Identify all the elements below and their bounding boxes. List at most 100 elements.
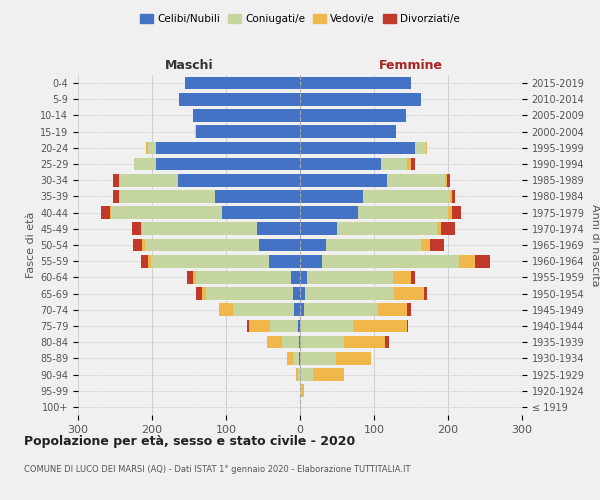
Bar	[424, 288, 427, 300]
Bar	[293, 288, 300, 300]
Bar	[305, 288, 394, 300]
Bar	[415, 142, 426, 154]
Bar	[411, 158, 415, 170]
Bar	[218, 304, 233, 316]
Bar	[269, 320, 298, 332]
Text: COMUNE DI LUCO DEI MARSI (AQ) - Dati ISTAT 1° gennaio 2020 - Elaborazione TUTTIT: COMUNE DI LUCO DEI MARSI (AQ) - Dati IST…	[24, 465, 410, 474]
Bar	[300, 174, 388, 186]
Bar	[193, 271, 196, 283]
Bar	[185, 77, 300, 90]
Bar	[300, 126, 396, 138]
Bar	[304, 304, 378, 316]
Bar	[110, 206, 112, 219]
Bar	[407, 320, 408, 332]
Bar	[300, 336, 344, 348]
Bar	[296, 368, 298, 381]
Bar	[301, 384, 304, 397]
Bar	[141, 222, 142, 235]
Bar	[421, 238, 430, 252]
Bar	[206, 288, 293, 300]
Bar	[101, 206, 110, 219]
Bar	[298, 320, 300, 332]
Bar	[358, 206, 448, 219]
Bar	[196, 126, 300, 138]
Bar	[300, 238, 326, 252]
Bar	[448, 206, 452, 219]
Bar	[445, 174, 446, 186]
Bar	[287, 352, 293, 364]
Bar	[307, 271, 392, 283]
Bar	[300, 320, 353, 332]
Bar	[452, 190, 455, 202]
Bar	[411, 271, 415, 283]
Bar	[450, 190, 452, 202]
Bar	[269, 255, 300, 268]
Bar	[313, 368, 344, 381]
Bar	[247, 320, 249, 332]
Bar	[300, 352, 335, 364]
Bar	[392, 271, 411, 283]
Bar	[407, 304, 411, 316]
Bar	[426, 142, 427, 154]
Bar	[249, 320, 269, 332]
Text: Maschi: Maschi	[164, 59, 214, 72]
Bar	[142, 222, 257, 235]
Bar	[178, 174, 300, 186]
Bar	[382, 158, 407, 170]
Bar	[282, 336, 299, 348]
Bar	[298, 368, 300, 381]
Bar	[193, 109, 300, 122]
Bar	[145, 238, 259, 252]
Text: Femmine: Femmine	[379, 59, 443, 72]
Bar	[446, 174, 450, 186]
Bar	[293, 352, 299, 364]
Bar	[300, 222, 337, 235]
Bar	[113, 190, 119, 202]
Bar	[300, 93, 421, 106]
Bar	[179, 93, 300, 106]
Legend: Celibi/Nubili, Coniugati/e, Vedovi/e, Divorziati/e: Celibi/Nubili, Coniugati/e, Vedovi/e, Di…	[136, 10, 464, 29]
Bar	[291, 271, 300, 283]
Bar	[196, 288, 202, 300]
Bar	[300, 206, 358, 219]
Bar	[300, 255, 322, 268]
Bar	[141, 255, 148, 268]
Bar	[344, 336, 385, 348]
Bar	[119, 190, 215, 202]
Bar	[151, 255, 269, 268]
Bar	[294, 304, 300, 316]
Bar	[215, 190, 300, 202]
Bar	[394, 288, 424, 300]
Bar	[112, 206, 223, 219]
Bar	[134, 238, 142, 252]
Bar	[202, 288, 206, 300]
Bar	[363, 190, 450, 202]
Bar	[378, 304, 407, 316]
Bar	[223, 206, 300, 219]
Bar	[300, 368, 313, 381]
Bar	[337, 222, 437, 235]
Bar	[196, 271, 291, 283]
Bar	[299, 336, 300, 348]
Bar	[459, 255, 475, 268]
Bar	[156, 158, 300, 170]
Bar	[430, 238, 445, 252]
Bar	[300, 142, 415, 154]
Bar	[440, 222, 455, 235]
Bar	[132, 222, 141, 235]
Bar	[187, 271, 193, 283]
Bar	[133, 158, 156, 170]
Y-axis label: Anni di nascita: Anni di nascita	[590, 204, 600, 286]
Bar	[407, 158, 411, 170]
Bar	[299, 352, 300, 364]
Bar	[195, 126, 196, 138]
Bar	[148, 142, 156, 154]
Bar	[259, 238, 300, 252]
Bar	[300, 304, 304, 316]
Bar	[300, 190, 363, 202]
Bar	[300, 288, 305, 300]
Bar	[148, 255, 151, 268]
Bar	[300, 109, 406, 122]
Bar	[119, 174, 178, 186]
Bar	[335, 352, 371, 364]
